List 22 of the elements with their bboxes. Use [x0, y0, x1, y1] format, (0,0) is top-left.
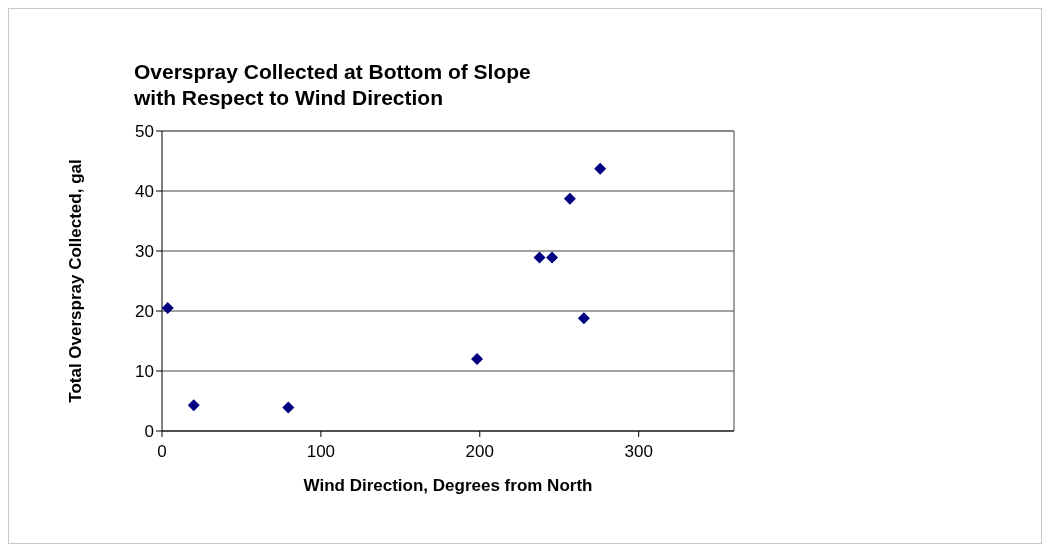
- y-axis-title: Total Overspray Collected, gal: [66, 159, 86, 403]
- point: [546, 251, 559, 264]
- point: [533, 251, 546, 264]
- x-tick-label: 300: [624, 442, 653, 462]
- y-tick-label: 20: [135, 302, 154, 322]
- point: [162, 302, 174, 314]
- x-axis-title: Wind Direction, Degrees from North: [303, 476, 593, 495]
- point: [471, 353, 484, 365]
- point: [282, 401, 295, 414]
- x-tick-label: 0: [157, 442, 167, 462]
- point: [594, 162, 607, 175]
- x-tick-label: 100: [306, 442, 336, 462]
- y-tick-label: 30: [135, 242, 154, 262]
- chart-title: Overspray Collected at Bottom of Slope with Respect to Wind Direction: [134, 59, 531, 111]
- point: [577, 312, 590, 325]
- y-tick-label: 0: [144, 422, 154, 442]
- y-tick-label: 10: [135, 362, 154, 382]
- point: [187, 399, 200, 412]
- point: [563, 192, 576, 205]
- x-tick-label: 200: [465, 442, 494, 462]
- y-tick-label: 50: [135, 122, 154, 142]
- y-tick-label: 40: [135, 182, 154, 202]
